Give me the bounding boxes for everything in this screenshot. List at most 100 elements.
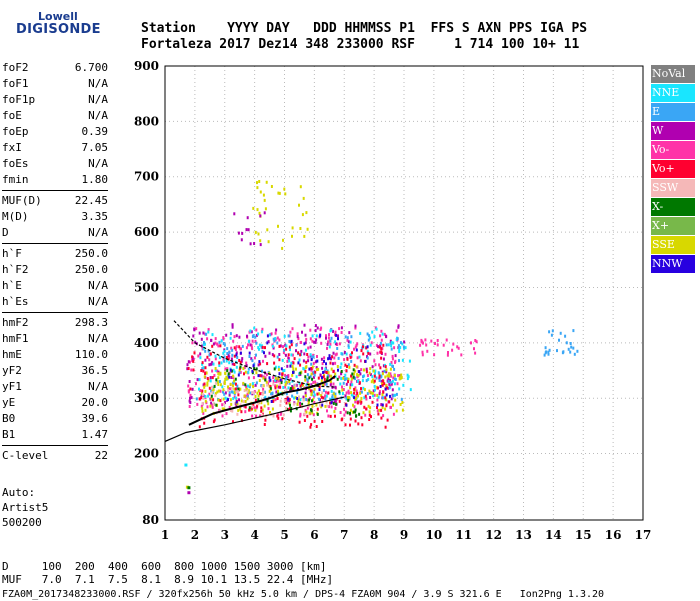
echo-point bbox=[316, 355, 318, 358]
echo-point bbox=[302, 196, 305, 200]
echo-point bbox=[225, 412, 228, 416]
echo-point bbox=[230, 346, 233, 350]
echo-point bbox=[334, 353, 337, 357]
echo-point bbox=[219, 371, 222, 375]
echo-point bbox=[309, 374, 312, 378]
echo-point bbox=[280, 367, 283, 371]
echo-point bbox=[389, 367, 392, 371]
echo-point bbox=[326, 376, 329, 380]
echo-point bbox=[289, 364, 292, 368]
echo-point bbox=[340, 418, 343, 422]
x-tick-label: 1 bbox=[161, 528, 169, 542]
echo-point bbox=[279, 385, 282, 389]
echo-point bbox=[304, 333, 307, 337]
echo-point bbox=[221, 403, 224, 407]
echo-point bbox=[572, 346, 575, 350]
echo-point bbox=[255, 328, 258, 332]
echo-point bbox=[407, 375, 410, 379]
echo-point bbox=[293, 357, 296, 361]
echo-point bbox=[302, 395, 305, 399]
echo-point bbox=[344, 394, 347, 398]
echo-point bbox=[564, 334, 567, 338]
param-row: foE N/A bbox=[2, 108, 108, 124]
echo-point bbox=[352, 375, 355, 379]
echo-point bbox=[340, 326, 343, 330]
echo-point bbox=[221, 407, 224, 411]
echo-point bbox=[306, 414, 309, 418]
echo-point bbox=[257, 398, 260, 402]
echo-point bbox=[369, 406, 372, 410]
echo-point bbox=[338, 399, 341, 403]
echo-point bbox=[192, 357, 195, 361]
echo-point bbox=[272, 382, 275, 386]
echo-point bbox=[573, 352, 576, 356]
echo-point bbox=[247, 389, 250, 393]
echo-point bbox=[544, 351, 547, 355]
echo-point bbox=[358, 370, 361, 374]
echo-point bbox=[456, 345, 459, 349]
echo-point bbox=[259, 190, 262, 194]
echo-point bbox=[249, 242, 252, 246]
echo-point bbox=[224, 367, 227, 371]
echo-point bbox=[360, 368, 363, 372]
echo-point bbox=[186, 363, 189, 367]
echo-point bbox=[258, 347, 260, 351]
echo-point bbox=[223, 402, 226, 406]
echo-point bbox=[373, 335, 376, 339]
echo-point bbox=[359, 331, 362, 335]
echo-point bbox=[226, 367, 229, 371]
y-tick-label: 80 bbox=[142, 513, 159, 527]
echo-point bbox=[261, 349, 264, 353]
echo-point bbox=[306, 398, 309, 402]
echo-point bbox=[312, 370, 315, 374]
echo-point bbox=[299, 371, 302, 375]
echo-point bbox=[276, 414, 279, 418]
echo-point bbox=[284, 343, 287, 347]
echo-point bbox=[288, 345, 291, 349]
echo-point bbox=[291, 373, 294, 377]
echo-point bbox=[243, 389, 246, 392]
echo-point bbox=[208, 353, 211, 357]
param-row: hmF1 N/A bbox=[2, 331, 108, 347]
echo-point bbox=[369, 367, 372, 371]
echo-point bbox=[272, 379, 275, 383]
echo-point bbox=[290, 387, 292, 391]
echo-point bbox=[204, 389, 207, 393]
param-separator bbox=[2, 445, 108, 446]
echo-point bbox=[349, 408, 352, 412]
echo-point bbox=[385, 404, 388, 408]
echo-point bbox=[284, 383, 287, 387]
echo-point bbox=[228, 361, 231, 365]
echo-point bbox=[216, 342, 219, 346]
echo-point bbox=[323, 356, 326, 360]
echo-point bbox=[238, 345, 241, 349]
echo-point bbox=[204, 342, 206, 346]
echo-point bbox=[297, 351, 300, 355]
echo-point bbox=[287, 334, 290, 338]
echo-point bbox=[303, 234, 306, 238]
echo-point bbox=[239, 360, 242, 364]
legend-item-x-: X+ bbox=[651, 217, 695, 235]
echo-point bbox=[223, 382, 226, 385]
echo-point bbox=[329, 361, 332, 365]
echo-point bbox=[352, 368, 355, 372]
echo-point bbox=[311, 339, 314, 343]
echo-point bbox=[301, 213, 304, 217]
echo-point bbox=[311, 404, 314, 408]
echo-point bbox=[263, 404, 266, 408]
echo-point bbox=[309, 328, 312, 332]
echo-point bbox=[233, 354, 236, 358]
param-label: foF1 bbox=[2, 77, 29, 90]
echo-point bbox=[370, 341, 373, 345]
echo-point bbox=[391, 354, 394, 358]
echo-point bbox=[383, 332, 386, 336]
echo-point bbox=[321, 403, 324, 407]
echo-point bbox=[273, 354, 276, 358]
echo-point bbox=[217, 383, 220, 386]
echo-point bbox=[231, 348, 234, 352]
echo-point bbox=[342, 388, 345, 391]
echo-point bbox=[385, 384, 388, 387]
echo-point bbox=[301, 382, 303, 386]
echo-point bbox=[303, 342, 306, 346]
echo-point bbox=[259, 392, 262, 396]
